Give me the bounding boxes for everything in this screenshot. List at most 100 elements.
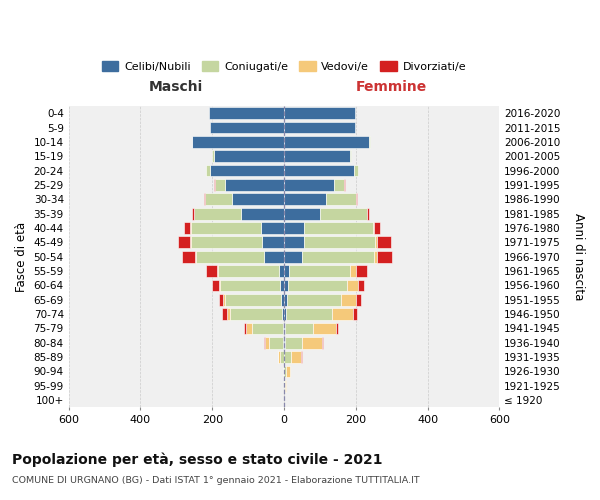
Legend: Celibi/Nubili, Coniugati/e, Vedovi/e, Divorziati/e: Celibi/Nubili, Coniugati/e, Vedovi/e, Di… xyxy=(97,56,470,76)
Bar xyxy=(280,280,284,291)
Bar xyxy=(377,236,391,248)
Bar xyxy=(178,236,190,248)
Bar xyxy=(190,236,191,248)
Bar xyxy=(373,222,374,234)
Bar xyxy=(302,251,374,262)
Bar xyxy=(320,208,367,220)
Bar xyxy=(244,322,246,334)
Bar xyxy=(284,179,334,191)
Text: Popolazione per età, sesso e stato civile - 2021: Popolazione per età, sesso e stato civil… xyxy=(12,452,383,467)
Bar xyxy=(284,280,288,291)
Bar xyxy=(284,337,302,348)
Bar xyxy=(219,294,223,306)
Bar xyxy=(283,322,284,334)
Bar xyxy=(284,294,287,306)
Bar xyxy=(377,251,392,262)
Bar xyxy=(206,265,217,277)
Bar xyxy=(354,164,358,176)
Bar xyxy=(284,380,286,392)
Bar xyxy=(206,164,211,176)
Bar xyxy=(220,280,280,291)
Bar xyxy=(193,136,284,148)
Bar xyxy=(284,265,289,277)
Bar xyxy=(211,122,284,134)
Bar xyxy=(284,150,350,162)
Bar xyxy=(205,194,232,205)
Bar xyxy=(211,164,284,176)
Bar xyxy=(332,308,353,320)
Bar xyxy=(269,337,283,348)
Bar xyxy=(337,322,338,334)
Bar xyxy=(302,337,322,348)
Bar xyxy=(204,194,205,205)
Bar xyxy=(284,136,370,148)
Bar xyxy=(291,352,301,363)
Bar xyxy=(284,208,320,220)
Bar xyxy=(356,194,357,205)
Bar xyxy=(376,236,377,248)
Bar xyxy=(260,222,284,234)
Bar xyxy=(286,366,290,378)
Bar xyxy=(284,194,326,205)
Bar xyxy=(184,222,190,234)
Bar xyxy=(341,294,356,306)
Y-axis label: Anni di nascita: Anni di nascita xyxy=(572,213,585,300)
Bar xyxy=(284,251,302,262)
Bar xyxy=(326,194,356,205)
Bar xyxy=(283,337,284,348)
Bar xyxy=(334,179,344,191)
Bar xyxy=(356,294,361,306)
Bar xyxy=(217,265,218,277)
Bar xyxy=(304,236,376,248)
Y-axis label: Fasce di età: Fasce di età xyxy=(15,222,28,292)
Bar xyxy=(284,108,355,119)
Bar xyxy=(192,208,194,220)
Bar xyxy=(278,265,284,277)
Bar xyxy=(282,308,284,320)
Bar xyxy=(265,337,269,348)
Text: COMUNE DI URGNANO (BG) - Dati ISTAT 1° gennaio 2021 - Elaborazione TUTTITALIA.IT: COMUNE DI URGNANO (BG) - Dati ISTAT 1° g… xyxy=(12,476,419,485)
Bar xyxy=(284,164,354,176)
Bar xyxy=(284,308,286,320)
Bar xyxy=(374,251,377,262)
Bar xyxy=(262,236,284,248)
Text: Maschi: Maschi xyxy=(149,80,203,94)
Bar xyxy=(313,322,337,334)
Bar xyxy=(284,366,286,378)
Bar xyxy=(191,236,262,248)
Bar xyxy=(287,294,341,306)
Bar xyxy=(212,280,218,291)
Bar xyxy=(280,352,284,363)
Bar xyxy=(192,136,193,148)
Bar xyxy=(322,337,323,348)
Bar xyxy=(281,294,284,306)
Bar xyxy=(264,337,265,348)
Bar xyxy=(374,222,380,234)
Bar xyxy=(194,208,241,220)
Bar xyxy=(246,322,253,334)
Bar xyxy=(367,208,370,220)
Bar xyxy=(289,265,350,277)
Bar xyxy=(353,308,357,320)
Bar xyxy=(285,322,313,334)
Bar xyxy=(182,251,196,262)
Bar xyxy=(218,280,220,291)
Bar xyxy=(223,294,226,306)
Bar xyxy=(226,294,281,306)
Bar xyxy=(283,366,284,378)
Bar xyxy=(356,265,367,277)
Bar xyxy=(209,108,284,119)
Bar xyxy=(225,179,284,191)
Bar xyxy=(278,352,280,363)
Bar xyxy=(232,194,284,205)
Bar xyxy=(358,280,364,291)
Bar xyxy=(284,122,355,134)
Bar xyxy=(253,322,283,334)
Bar xyxy=(264,251,284,262)
Bar xyxy=(284,352,291,363)
Text: Femmine: Femmine xyxy=(356,80,427,94)
Bar xyxy=(284,236,304,248)
Bar xyxy=(286,308,332,320)
Bar xyxy=(284,322,285,334)
Bar xyxy=(288,280,347,291)
